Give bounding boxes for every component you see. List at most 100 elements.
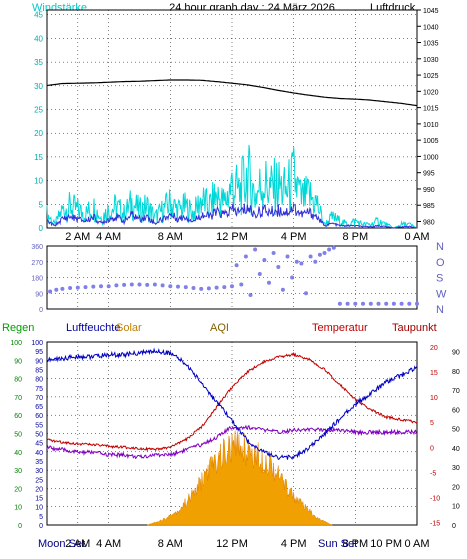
humidity-tick-label: 75 xyxy=(35,386,43,393)
rain-tick-label: 30 xyxy=(14,468,22,475)
x-tick-label: 0 AM xyxy=(404,538,429,550)
humidity-line xyxy=(46,347,418,461)
temperature-tick-label: -10 xyxy=(430,495,440,502)
wind-tick-label: 15 xyxy=(34,153,43,162)
direction-point xyxy=(222,285,227,290)
percent-tick-label: 20 xyxy=(452,484,460,491)
direction-tick-label: 90 xyxy=(35,291,43,298)
percent-tick-label: 30 xyxy=(452,465,460,472)
direction-point xyxy=(376,301,381,306)
wind-tick-label: 45 xyxy=(34,11,43,20)
temperature-line xyxy=(46,351,418,452)
pressure-tick-label: 1045 xyxy=(423,8,439,15)
direction-point xyxy=(160,283,165,288)
x-tick-label: 8 PM xyxy=(342,538,368,550)
climate-series xyxy=(46,347,418,526)
direction-tick-label: 270 xyxy=(31,260,43,267)
direction-point xyxy=(415,301,419,306)
x-tick-label: 0 AM xyxy=(404,231,429,243)
dewpoint-line xyxy=(46,424,418,460)
wind-tick-label: 25 xyxy=(34,106,43,115)
percent-tick-label: 60 xyxy=(452,407,460,414)
direction-tick-label: 0 xyxy=(39,307,43,314)
humidity-tick-label: 30 xyxy=(35,468,43,475)
pressure-tick-label: 1040 xyxy=(423,24,439,31)
direction-point xyxy=(361,301,365,306)
pressure-tick-label: 980 xyxy=(423,219,435,226)
x-tick-label: 8 AM xyxy=(158,231,183,243)
pressure-tick-label: 1030 xyxy=(423,57,439,64)
wind-tick-label: 0 xyxy=(39,224,44,233)
climate-x-ticks: 2 AM 4 AM 8 AM 12 PM 4 PM 8 PM 10 PM 0 AM xyxy=(65,538,429,550)
temperature-tick-label: 5 xyxy=(430,420,434,427)
direction-point xyxy=(234,263,239,268)
temperature-tick-label: 20 xyxy=(430,345,438,352)
wind-tick-label: 20 xyxy=(34,129,43,138)
direction-tick-label: 180 xyxy=(31,276,43,283)
direction-point xyxy=(199,286,204,291)
direction-point xyxy=(391,301,396,306)
humidity-tick-label: 45 xyxy=(35,441,43,448)
direction-point xyxy=(262,258,267,262)
humidity-tick-label: 10 xyxy=(35,505,43,512)
percent-y-ticks: 0 10 20 30 40 50 60 70 80 90 xyxy=(452,350,460,530)
pressure-tick-label: 1000 xyxy=(423,154,439,161)
x-tick-label: 12 PM xyxy=(216,231,248,243)
pressure-tick-label: 1020 xyxy=(423,89,439,96)
rain-humidity-y-ticks: 0 0 5 10 10 15 20 20 25 30 30 35 40 40 45 50 50 55 60 60 65 7… xyxy=(10,340,43,530)
rain-tick-label: 50 xyxy=(14,432,22,439)
pressure-tick-label: 1035 xyxy=(423,41,439,48)
humidity-tick-label: 40 xyxy=(35,450,43,457)
solar-label: Solar xyxy=(116,322,142,334)
direction-point xyxy=(384,301,389,306)
x-tick-label: 10 PM xyxy=(370,538,402,550)
humidity-tick-label: 55 xyxy=(35,422,43,429)
direction-point xyxy=(145,282,150,287)
direction-point xyxy=(304,291,308,296)
direction-point xyxy=(54,287,59,292)
temperature-tick-label: 10 xyxy=(430,395,438,402)
direction-series xyxy=(48,245,419,306)
sun-set-label: Sun Set xyxy=(318,538,357,550)
percent-tick-label: 90 xyxy=(452,350,460,357)
direction-point xyxy=(122,282,127,287)
humidity-tick-label: 50 xyxy=(35,432,43,439)
humidity-tick-label: 100 xyxy=(31,340,43,347)
percent-tick-label: 70 xyxy=(452,388,460,395)
rain-tick-label: 90 xyxy=(14,358,22,365)
rain-tick-label: 70 xyxy=(14,395,22,402)
x-tick-label: 4 AM xyxy=(96,231,121,243)
direction-point xyxy=(353,301,358,306)
direction-point xyxy=(337,301,342,306)
percent-tick-label: 10 xyxy=(452,504,460,511)
direction-point xyxy=(106,284,111,289)
x-tick-label: 4 AM xyxy=(96,538,121,550)
x-tick-label: 4 PM xyxy=(281,538,307,550)
compass-tick-label: S xyxy=(436,273,443,285)
direction-point xyxy=(176,284,180,289)
rain-tick-label: 80 xyxy=(14,377,22,384)
direction-tick-label: 360 xyxy=(31,244,43,251)
direction-point xyxy=(168,284,173,289)
direction-point xyxy=(257,272,262,276)
humidity-tick-label: 60 xyxy=(35,413,43,420)
temperature-tick-label: -5 xyxy=(430,470,436,477)
direction-point xyxy=(368,301,373,306)
direction-point xyxy=(129,282,134,287)
direction-point xyxy=(280,287,285,292)
humidity-tick-label: 15 xyxy=(35,496,43,503)
percent-tick-label: 50 xyxy=(452,427,460,434)
direction-point xyxy=(230,284,234,289)
direction-point xyxy=(206,286,211,291)
wind-tick-label: 10 xyxy=(34,177,43,186)
compass-tick-label: O xyxy=(436,257,445,269)
percent-tick-label: 0 xyxy=(452,523,456,530)
wind-tick-label: 30 xyxy=(34,82,43,91)
direction-point xyxy=(183,285,188,290)
direction-point xyxy=(137,282,142,287)
compass-tick-label: W xyxy=(436,288,447,300)
aqi-label: AQI xyxy=(210,322,229,334)
rain-tick-label: 40 xyxy=(14,450,22,457)
